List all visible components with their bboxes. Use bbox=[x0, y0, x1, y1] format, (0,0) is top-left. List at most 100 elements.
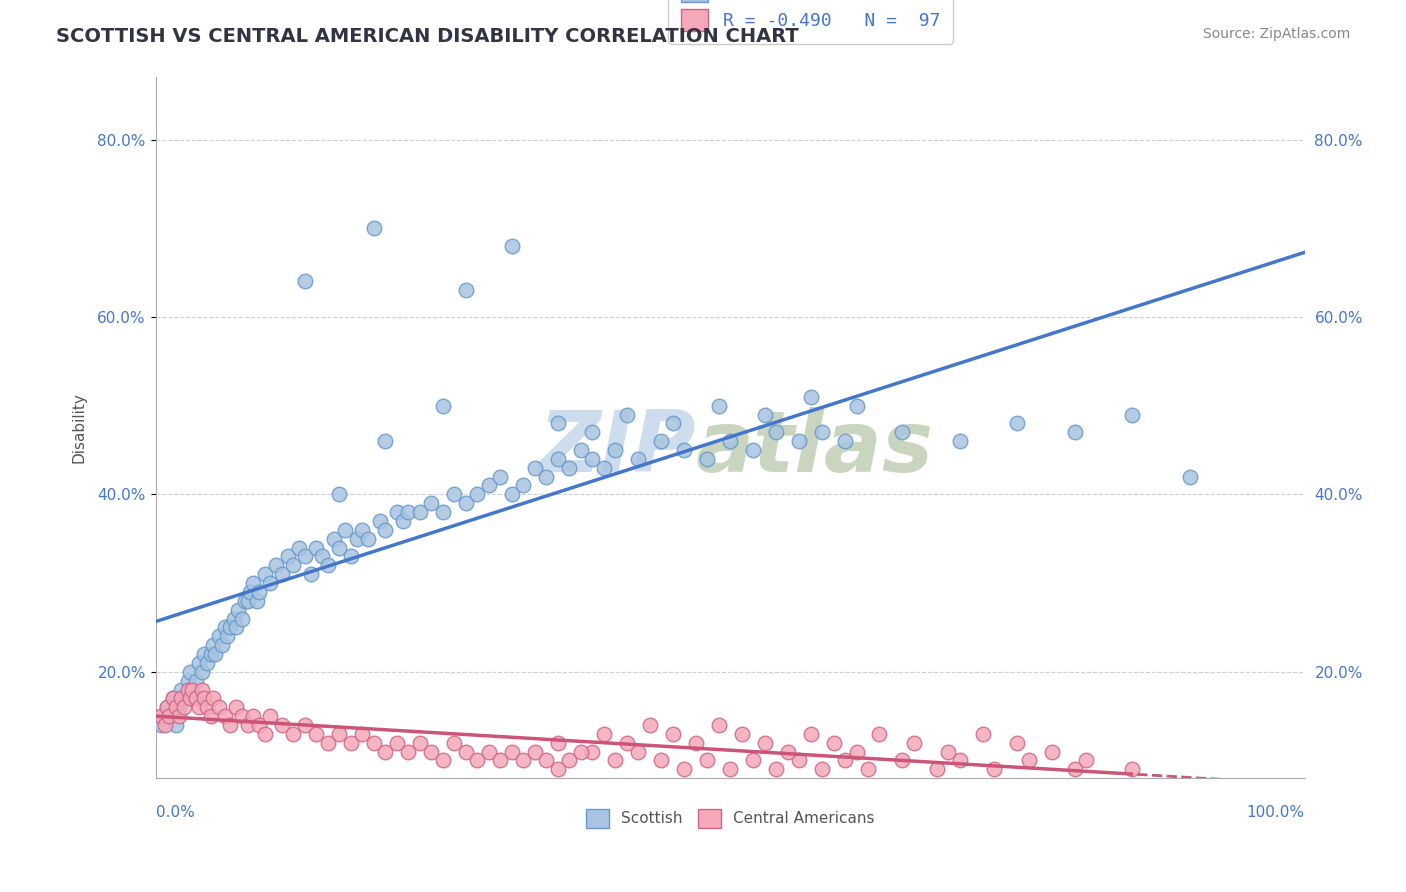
Point bbox=[454, 496, 477, 510]
Point bbox=[1121, 763, 1143, 777]
Point bbox=[420, 496, 443, 510]
Point bbox=[385, 736, 408, 750]
Point bbox=[150, 709, 173, 723]
Legend: Scottish, Central Americans: Scottish, Central Americans bbox=[579, 803, 880, 834]
Point bbox=[465, 754, 488, 768]
Point bbox=[225, 620, 247, 634]
Point bbox=[983, 763, 1005, 777]
Point bbox=[214, 620, 236, 634]
Point bbox=[661, 727, 683, 741]
Point bbox=[340, 549, 363, 564]
Point bbox=[173, 700, 195, 714]
Point bbox=[328, 727, 350, 741]
Point bbox=[173, 691, 195, 706]
Point bbox=[219, 718, 242, 732]
Point bbox=[333, 523, 356, 537]
Point bbox=[247, 718, 270, 732]
Point bbox=[225, 700, 247, 714]
Point bbox=[869, 727, 891, 741]
Point bbox=[305, 541, 328, 555]
Point bbox=[259, 576, 281, 591]
Point bbox=[972, 727, 994, 741]
Point bbox=[156, 700, 179, 714]
Point bbox=[925, 763, 948, 777]
Point bbox=[181, 682, 204, 697]
Point bbox=[696, 754, 718, 768]
Point bbox=[454, 745, 477, 759]
Point bbox=[581, 745, 603, 759]
Point bbox=[179, 691, 201, 706]
Point bbox=[374, 523, 396, 537]
Point bbox=[754, 408, 776, 422]
Point bbox=[215, 629, 238, 643]
Point bbox=[834, 434, 856, 449]
Point bbox=[195, 656, 218, 670]
Point bbox=[277, 549, 299, 564]
Point bbox=[165, 700, 187, 714]
Point bbox=[170, 691, 193, 706]
Point bbox=[1121, 408, 1143, 422]
Point bbox=[501, 745, 523, 759]
Point bbox=[605, 754, 627, 768]
Point bbox=[153, 709, 176, 723]
Point bbox=[742, 754, 765, 768]
Point bbox=[443, 736, 465, 750]
Y-axis label: Disability: Disability bbox=[72, 392, 86, 463]
Point bbox=[385, 505, 408, 519]
Point bbox=[156, 700, 179, 714]
Point bbox=[283, 558, 305, 573]
Point bbox=[581, 425, 603, 440]
Point bbox=[454, 283, 477, 297]
Point bbox=[211, 638, 233, 652]
Point bbox=[193, 691, 215, 706]
Point bbox=[208, 629, 231, 643]
Point bbox=[1007, 417, 1029, 431]
Point bbox=[236, 718, 259, 732]
Point bbox=[765, 425, 787, 440]
Point bbox=[188, 700, 211, 714]
Point bbox=[1063, 425, 1085, 440]
Point bbox=[707, 718, 730, 732]
Point bbox=[374, 745, 396, 759]
Point bbox=[188, 656, 211, 670]
Point bbox=[299, 567, 322, 582]
Point bbox=[236, 594, 259, 608]
Text: 0.0%: 0.0% bbox=[156, 805, 194, 820]
Point bbox=[1063, 763, 1085, 777]
Point bbox=[247, 585, 270, 599]
Point bbox=[167, 700, 190, 714]
Point bbox=[501, 239, 523, 253]
Point bbox=[253, 567, 276, 582]
Point bbox=[363, 736, 385, 750]
Text: ZIP: ZIP bbox=[538, 408, 696, 491]
Point bbox=[322, 532, 344, 546]
Point bbox=[501, 487, 523, 501]
Point bbox=[536, 469, 558, 483]
Point bbox=[1018, 754, 1040, 768]
Point bbox=[374, 434, 396, 449]
Point bbox=[162, 691, 184, 706]
Point bbox=[226, 602, 249, 616]
Point bbox=[219, 620, 242, 634]
Point bbox=[616, 408, 638, 422]
Point bbox=[787, 434, 810, 449]
Point bbox=[673, 442, 696, 457]
Point bbox=[150, 718, 173, 732]
Point bbox=[177, 682, 200, 697]
Point bbox=[891, 754, 914, 768]
Point bbox=[465, 487, 488, 501]
Point bbox=[523, 460, 546, 475]
Point bbox=[420, 745, 443, 759]
Text: atlas: atlas bbox=[696, 408, 934, 491]
Point bbox=[352, 727, 374, 741]
Point bbox=[208, 700, 231, 714]
Point bbox=[845, 399, 868, 413]
Point bbox=[1007, 736, 1029, 750]
Point bbox=[190, 665, 212, 679]
Point bbox=[489, 754, 512, 768]
Point bbox=[153, 718, 176, 732]
Point bbox=[294, 549, 316, 564]
Point bbox=[754, 736, 776, 750]
Point bbox=[718, 763, 741, 777]
Point bbox=[259, 709, 281, 723]
